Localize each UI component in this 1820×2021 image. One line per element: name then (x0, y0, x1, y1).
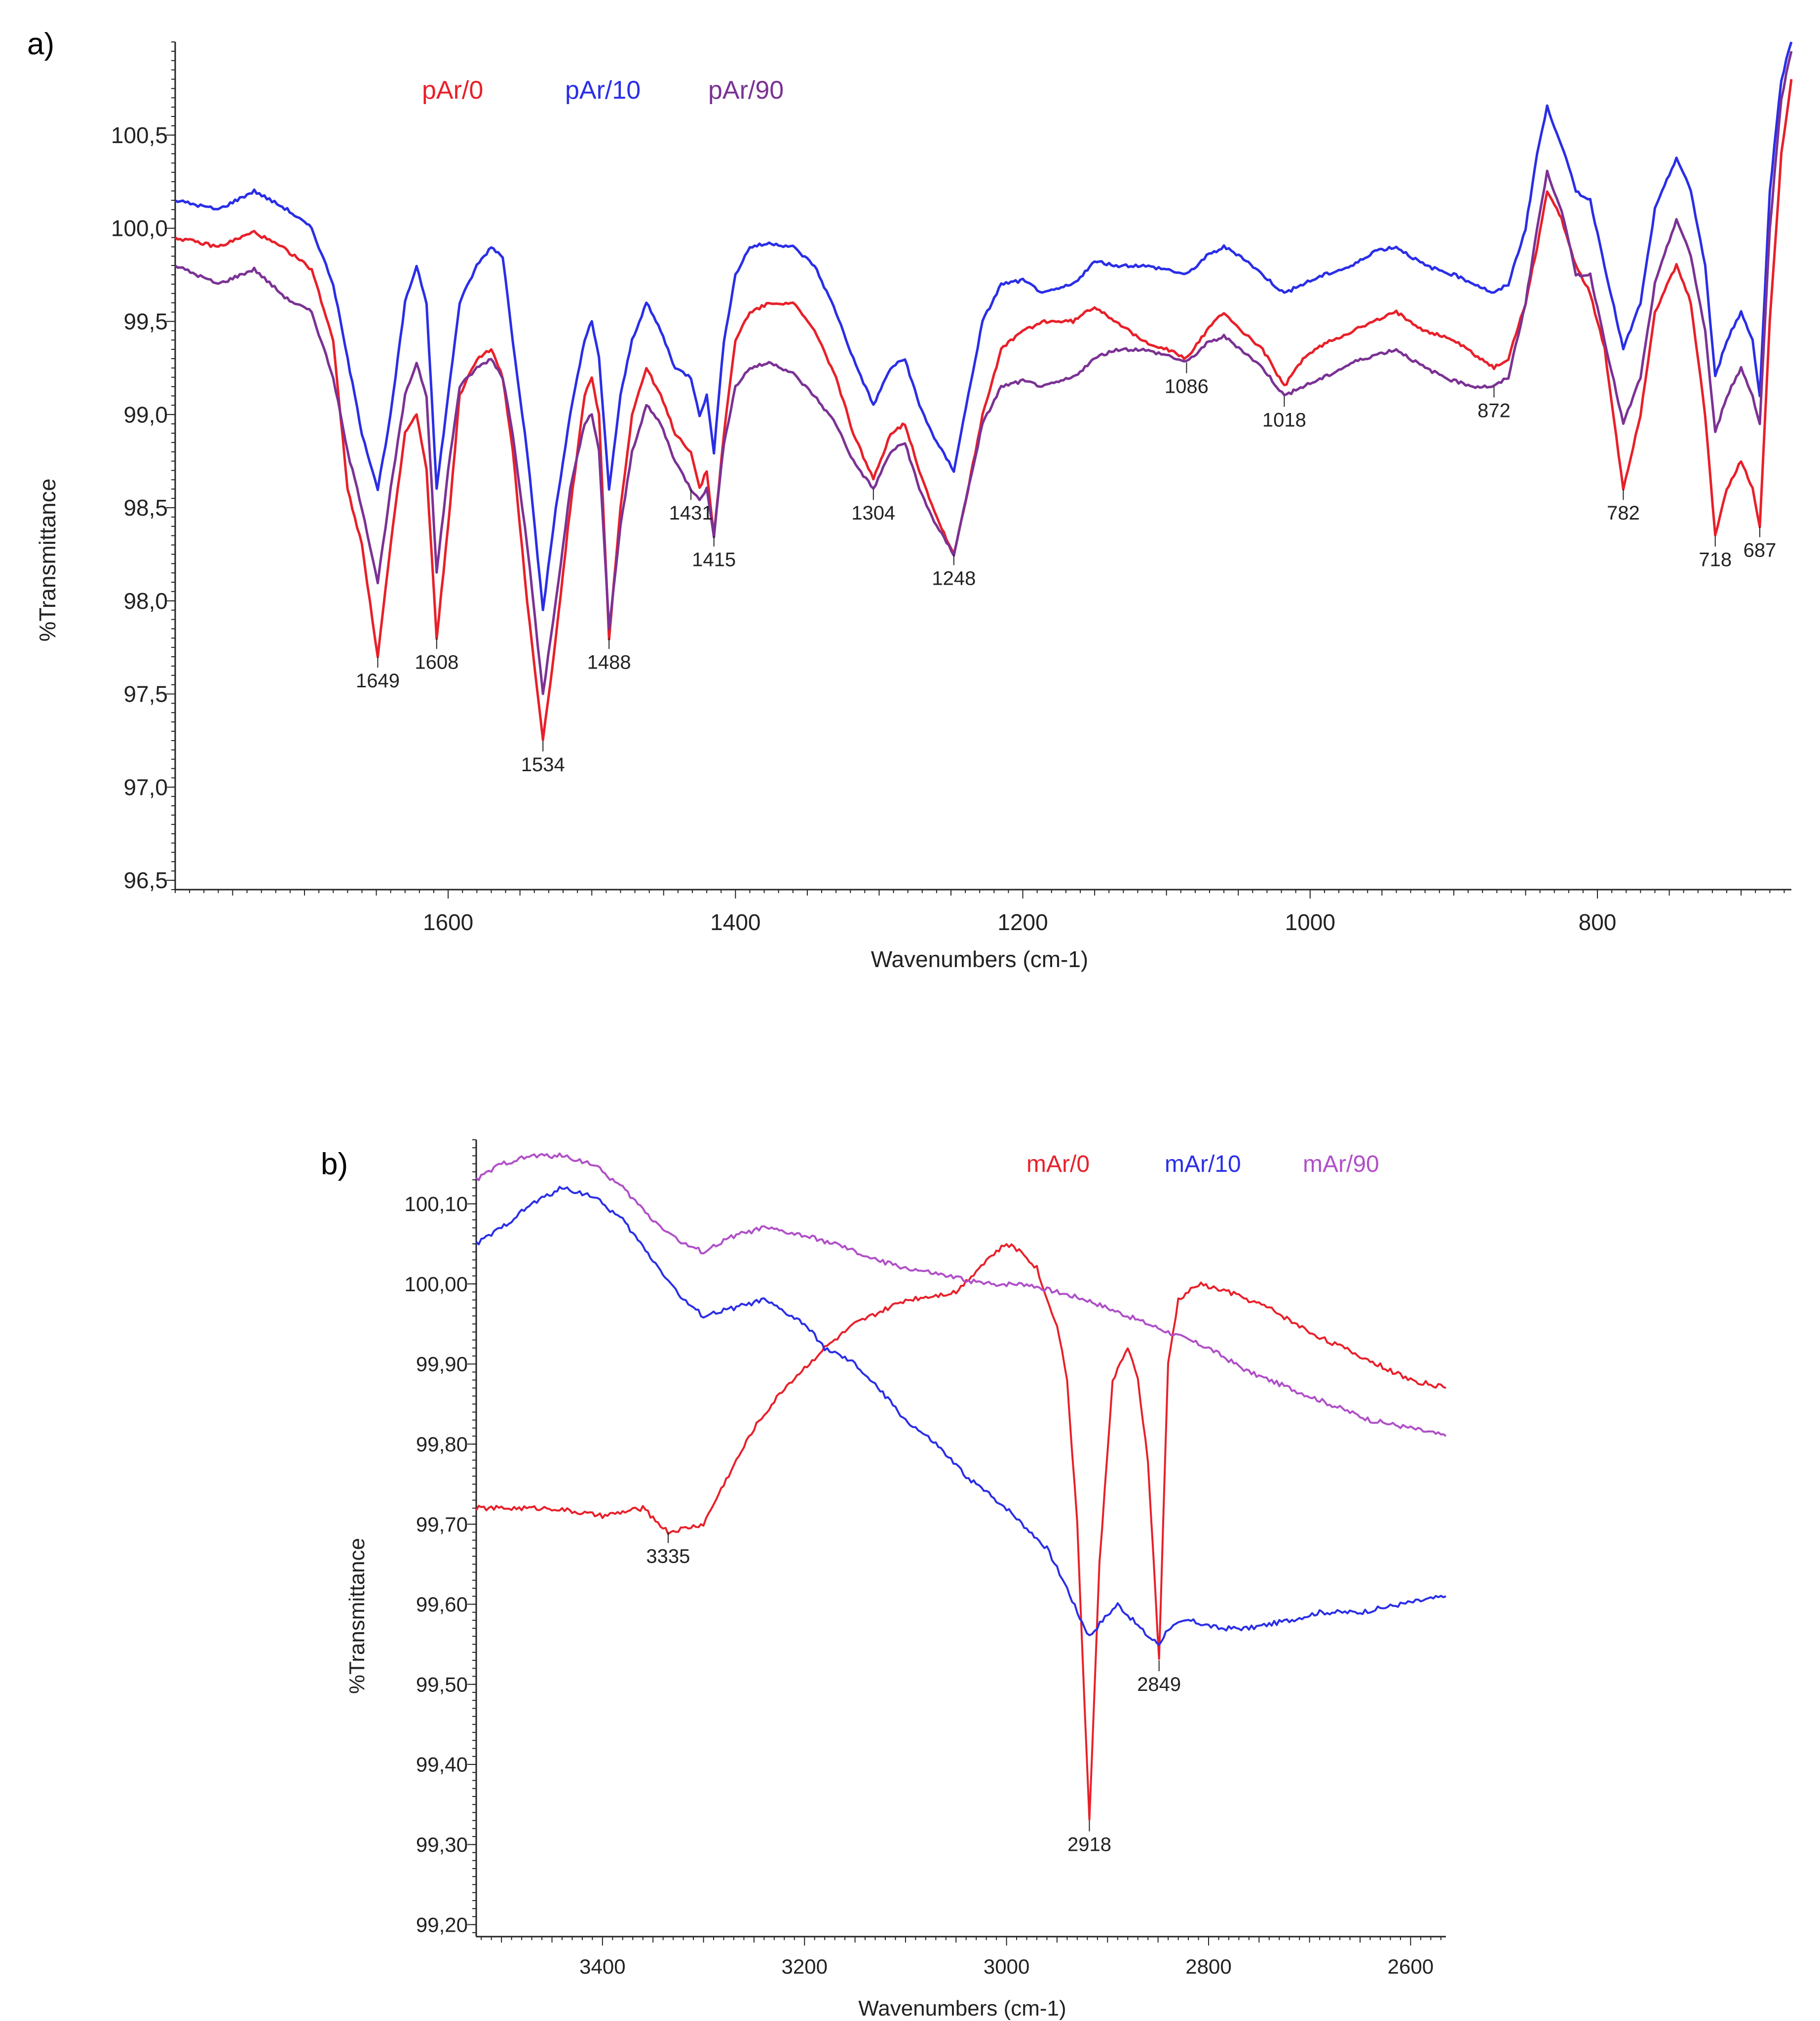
a-y-tick-label: 97,0 (123, 774, 168, 800)
panel-b-series (475, 1152, 1447, 1821)
panel-a-label: a) (27, 27, 54, 61)
panel-a-xlabel: Wavenumbers (cm-1) (871, 946, 1088, 972)
a-legend-entry: pAr/0 (422, 76, 483, 105)
panel-b-axes: 3400 3200 3000 2800 2600 99,20 99,30 99,40 99,50… (405, 1139, 1446, 1978)
panel-a-ylabel: %Transmittance (35, 479, 60, 642)
a-peak-label: 1534 (521, 754, 565, 776)
a-peak-label: 1018 (1262, 409, 1306, 431)
a-y-tick-label: 99,5 (123, 308, 168, 334)
b-series-mAr-0 (475, 1243, 1446, 1821)
a-y-tick-label: 100,0 (111, 216, 168, 241)
a-y-tick-label: 98,0 (123, 588, 168, 614)
b-peak-label: 2849 (1137, 1674, 1181, 1695)
a-y-tick-label: 98,5 (123, 495, 168, 521)
b-legend-entry: mAr/10 (1165, 1151, 1241, 1177)
b-x-tick-label: 2600 (1388, 1955, 1434, 1978)
b-x-tick-label: 3000 (984, 1955, 1029, 1978)
panel-a-annotations: 1649 1608 1534 1488 1431 1415 1304 1248 1086 1018… (356, 362, 1777, 776)
a-peak-label: 1248 (932, 567, 976, 589)
panel-b-label: b) (321, 1147, 348, 1181)
a-x-tick-label: 1600 (423, 909, 473, 935)
panel-b-ylabel: %Transmittance (345, 1538, 369, 1694)
a-x-tick-label: 1200 (997, 909, 1048, 935)
a-peak-label: 1649 (356, 670, 400, 692)
a-y-tick-label: 96,5 (123, 867, 168, 893)
panel-a-axes: 1600 1400 1200 1000 800 96,5 97,0 97,5 98,0 98,5 9… (111, 41, 1791, 935)
b-peak-label: 2918 (1067, 1834, 1111, 1856)
a-series-pAr-10 (174, 41, 1793, 611)
a-peak-label: 782 (1607, 502, 1640, 524)
b-series-mAr-90 (475, 1152, 1447, 1437)
panel-b: b) 3400 3200 3000 2800 2600 99,20 99,30 99,40 99… (321, 1139, 1447, 2021)
b-x-tick-label: 3200 (782, 1955, 828, 1978)
a-x-tick-label: 1000 (1285, 909, 1335, 935)
a-y-tick-label: 97,5 (123, 681, 168, 707)
b-y-tick-label: 99,40 (416, 1753, 468, 1776)
a-peak-label: 718 (1699, 549, 1732, 571)
panel-a-series (174, 41, 1793, 741)
b-y-tick-label: 100,00 (405, 1272, 468, 1296)
b-legend-entry: mAr/0 (1026, 1151, 1090, 1177)
panel-a: a) 1600 1400 1200 1000 800 96,5 97,0 97,5 98,0 98… (27, 27, 1793, 972)
b-y-tick-label: 100,10 (405, 1193, 468, 1216)
a-peak-label: 1488 (587, 651, 631, 673)
a-x-tick-label: 800 (1579, 909, 1617, 935)
a-series-pAr-90 (174, 51, 1793, 695)
b-y-tick-label: 99,30 (416, 1833, 468, 1856)
b-y-tick-label: 99,60 (416, 1593, 468, 1616)
a-peak-label: 1608 (415, 651, 458, 673)
b-legend-entry: mAr/90 (1303, 1151, 1379, 1177)
a-legend-entry: pAr/90 (708, 76, 784, 105)
b-peak-label: 3335 (646, 1545, 690, 1567)
a-peak-label: 1086 (1165, 375, 1209, 397)
panel-a-legend: pAr/0 pAr/10 pAr/90 (422, 76, 784, 105)
a-peak-label: 1304 (851, 502, 895, 524)
a-x-tick-label: 1400 (710, 909, 760, 935)
a-peak-label: 1415 (692, 549, 736, 571)
b-x-tick-label: 3400 (579, 1955, 625, 1978)
b-x-tick-label: 2800 (1185, 1955, 1231, 1978)
b-y-tick-label: 99,90 (416, 1352, 468, 1376)
b-y-tick-label: 99,20 (416, 1913, 468, 1936)
b-y-tick-label: 99,50 (416, 1673, 468, 1696)
a-peak-label: 1431 (669, 502, 713, 524)
a-peak-label: 872 (1478, 400, 1511, 422)
panel-b-annotations: 3335 2918 2849 (646, 1532, 1181, 1856)
a-y-tick-label: 100,5 (111, 122, 168, 148)
panel-b-xlabel: Wavenumbers (cm-1) (858, 1996, 1066, 2021)
panel-b-legend: mAr/0 mAr/10 mAr/90 (1026, 1151, 1379, 1177)
b-y-tick-label: 99,70 (416, 1513, 468, 1536)
a-y-tick-label: 99,0 (123, 402, 168, 427)
a-peak-label: 687 (1744, 540, 1777, 561)
b-series-mAr-10 (475, 1186, 1446, 1646)
b-y-tick-label: 99,80 (416, 1432, 468, 1456)
a-legend-entry: pAr/10 (565, 76, 641, 105)
